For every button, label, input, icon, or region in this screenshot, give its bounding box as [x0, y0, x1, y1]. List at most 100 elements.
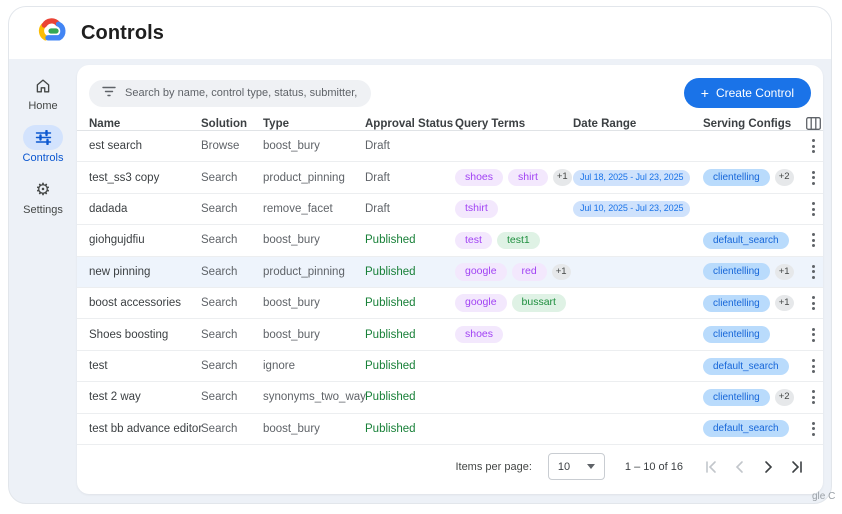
more-vert-icon [811, 296, 815, 300]
cell-name: test_ss3 copy [89, 171, 160, 184]
cell-serving-configs: clientelling +1 [703, 294, 803, 312]
row-actions [803, 418, 823, 440]
cell-solution: Search [201, 234, 238, 247]
row-menu-button[interactable] [806, 198, 821, 220]
table-row[interactable]: test Search ignore Published default_search [77, 351, 823, 383]
row-actions [803, 229, 823, 251]
cell-date-range: Jul 10, 2025 - Jul 23, 2025 [573, 201, 703, 218]
table-row[interactable]: dadada Search remove_facet Draft tshirt Jul 1… [77, 194, 823, 226]
more-vert-icon [811, 275, 815, 279]
next-page-button[interactable] [757, 456, 780, 478]
last-page-icon [792, 460, 802, 473]
more-vert-icon [811, 207, 815, 211]
last-page-button[interactable] [786, 456, 809, 478]
extra-count-badge: +1 [774, 263, 794, 281]
more-vert-icon [811, 432, 815, 436]
items-per-page-label: Items per page: [455, 460, 532, 473]
previous-page-button[interactable] [728, 456, 751, 478]
column-header-date-range: Date Range [573, 117, 637, 130]
date-range-chip: Jul 10, 2025 - Jul 23, 2025 [573, 201, 691, 218]
status-text: Published [365, 234, 416, 247]
serving-config-chip: clientelling [703, 294, 770, 312]
table-row[interactable]: Shoes boosting Search boost_bury Published s… [77, 319, 823, 351]
filter-icon [102, 84, 116, 102]
items-per-page-select[interactable]: 10 [547, 453, 605, 480]
table-row[interactable]: est search Browse boost_bury Draft [77, 131, 823, 163]
table-row[interactable]: test_ss3 copy Search product_pinning Draft s… [77, 162, 823, 194]
serving-config-chip: clientelling [703, 169, 770, 187]
column-header-serving-configs: Serving Configs [703, 117, 792, 130]
row-menu-button[interactable] [806, 229, 821, 251]
more-vert-icon [811, 181, 815, 185]
gear-icon: ⚙ [35, 180, 51, 199]
column-header-query-terms: Query Terms [455, 117, 526, 130]
more-vert-icon [811, 327, 815, 331]
search-input[interactable] [125, 87, 358, 99]
page-title: Controls [81, 21, 165, 44]
chevron-right-icon [765, 460, 773, 473]
status-text: Published [365, 328, 416, 341]
cell-date-range: Jul 18, 2025 - Jul 23, 2025 [573, 169, 703, 186]
serving-config-chip: clientelling [703, 388, 770, 406]
more-vert-icon [811, 390, 815, 394]
cell-serving-configs: default_search [703, 420, 803, 438]
search-bar[interactable] [89, 79, 371, 107]
app-window: Controls Home [8, 6, 832, 504]
cell-serving-configs: default_search [703, 231, 803, 249]
cell-type: boost_bury [263, 297, 320, 310]
row-menu-button[interactable] [806, 261, 821, 283]
first-page-icon [706, 460, 716, 473]
tune-icon [23, 125, 63, 150]
cell-solution: Search [201, 422, 238, 435]
table-row[interactable]: giohgujdfiu Search boost_bury Published test… [77, 225, 823, 257]
cell-type: boost_bury [263, 328, 320, 341]
sidebar-item-settings[interactable]: ⚙ Settings [23, 177, 63, 216]
cell-solution: Search [201, 265, 238, 278]
cell-query-terms: google red +1 [455, 263, 573, 281]
extra-count-badge: +1 [551, 263, 571, 281]
more-vert-icon [811, 301, 815, 305]
sidebar: Home [9, 59, 77, 503]
column-settings-button[interactable] [803, 117, 823, 130]
cell-query-terms: tshirt [455, 200, 573, 218]
row-menu-button[interactable] [806, 324, 821, 346]
row-menu-button[interactable] [806, 135, 821, 157]
sidebar-item-home[interactable]: Home [23, 73, 63, 112]
status-text: Published [365, 360, 416, 373]
google-cloud-logo [37, 17, 67, 49]
more-vert-icon [811, 139, 815, 143]
serving-config-chip: clientelling [703, 326, 770, 344]
pagination-range: 1 – 10 of 16 [624, 460, 683, 473]
row-menu-button[interactable] [806, 167, 821, 189]
row-menu-button[interactable] [806, 355, 821, 377]
table-row[interactable]: test bb advance editor Search boost_bury Pu… [77, 414, 823, 445]
more-vert-icon [811, 427, 815, 431]
table-row[interactable]: boost accessories Search boost_bury Publish… [77, 288, 823, 320]
more-vert-icon [811, 170, 815, 174]
cell-type: synonyms_two_way [263, 391, 366, 404]
row-menu-button[interactable] [806, 292, 821, 314]
table-row[interactable]: test 2 way Search synonyms_two_way Publishe… [77, 382, 823, 414]
column-header-name: Name [89, 117, 121, 130]
first-page-button[interactable] [699, 456, 722, 478]
more-vert-icon [811, 144, 815, 148]
cell-name: test 2 way [89, 391, 141, 404]
toolbar: + Create Control [77, 65, 823, 117]
cell-solution: Search [201, 391, 238, 404]
create-control-label: Create Control [715, 86, 794, 100]
row-menu-button[interactable] [806, 386, 821, 408]
cell-type: product_pinning [263, 265, 345, 278]
row-menu-button[interactable] [806, 418, 821, 440]
more-vert-icon [811, 233, 815, 237]
cell-type: boost_bury [263, 234, 320, 247]
table-row[interactable]: new pinning Search product_pinning Publishe… [77, 256, 823, 289]
create-control-button[interactable]: + Create Control [683, 78, 811, 108]
serving-config-chip: clientelling [703, 263, 770, 281]
more-vert-icon [811, 270, 815, 274]
query-term-chip: shoes [455, 325, 504, 344]
cell-query-terms: google bussart [455, 294, 573, 313]
cell-query-terms: shoes [455, 325, 573, 344]
main-content: + Create Control Name Solution Type Appr… [77, 59, 831, 503]
sidebar-item-controls[interactable]: Controls [23, 125, 63, 164]
pagination-nav [699, 456, 809, 478]
